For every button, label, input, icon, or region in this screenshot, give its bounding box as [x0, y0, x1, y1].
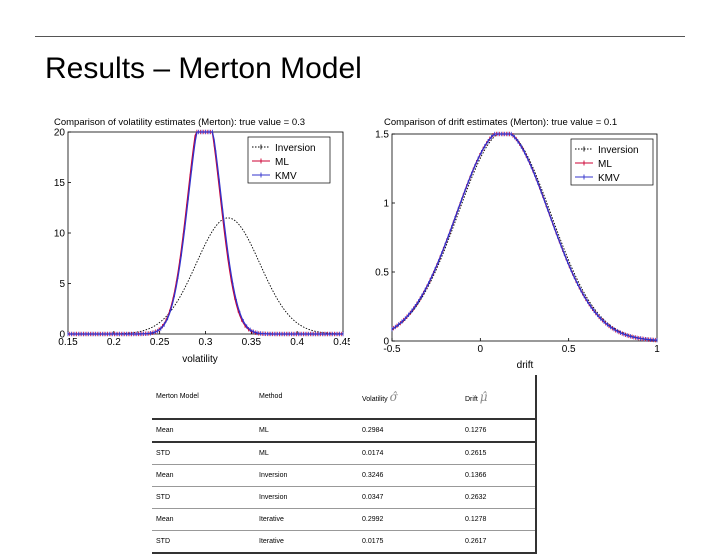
header-cell: Merton Model: [152, 375, 255, 420]
table-row: Mean ML 0.2984 0.1276: [152, 419, 536, 443]
volatility-chart: Comparison of volatility estimates (Mert…: [54, 117, 350, 365]
x-tick-label: 0.3: [199, 337, 213, 348]
chart-title: Comparison of volatility estimates (Mert…: [54, 117, 305, 128]
chart-legend: Inversion ML KMV: [247, 136, 331, 184]
plot-area: [391, 133, 658, 342]
table-row: Mean Inversion 0.3246 0.1366: [152, 464, 536, 487]
x-axis-label: drift: [517, 360, 534, 371]
drift-chart: Comparison of drift estimates (Merton): …: [375, 117, 660, 371]
chart-legend: Inversion ML KMV: [570, 138, 654, 186]
legend-label: ML: [598, 159, 612, 170]
series-line-inversion: [68, 217, 344, 335]
table-cell: STD: [152, 442, 255, 465]
header-cell-volatility: Volatility σ̂: [358, 375, 461, 420]
title-rule: [35, 36, 685, 37]
x-axis-label: volatility: [182, 354, 218, 365]
header-label: Volatility: [362, 395, 388, 403]
table-cell: Iterative: [255, 530, 358, 554]
table-cell: Mean: [152, 508, 255, 531]
table-cell: 0.0175: [358, 530, 461, 554]
table-cell: 0.2615: [461, 442, 536, 465]
table-cell: Iterative: [255, 508, 358, 531]
table-cell: Mean: [152, 464, 255, 487]
table-cell: Inversion: [255, 486, 358, 509]
series-markers-kmv: [391, 131, 658, 343]
legend-label: ML: [275, 157, 289, 168]
y-tick-label: 15: [54, 178, 66, 189]
x-tick-label: 0.35: [242, 337, 262, 348]
legend-label: Inversion: [598, 145, 639, 156]
results-table: Merton Model Method Volatility σ̂ Drift …: [152, 375, 537, 554]
x-tick-label: 0.4: [290, 337, 304, 348]
y-tick-label: 10: [54, 229, 66, 240]
header-cell-drift: Drift μ̂: [461, 375, 536, 420]
x-tick-label: -0.5: [383, 344, 401, 355]
table-cell: Inversion: [255, 464, 358, 487]
y-tick-label: 1.5: [375, 130, 389, 141]
table-cell: 0.1366: [461, 464, 536, 487]
table-cell: 0.0174: [358, 442, 461, 465]
table-row: STD Iterative 0.0175 0.2617: [152, 530, 536, 554]
x-tick-label: 0.45: [333, 337, 350, 348]
x-tick-label: 0.15: [58, 337, 78, 348]
slide-title: Results – Merton Model: [45, 52, 362, 85]
table-header-row: Merton Model Method Volatility σ̂ Drift …: [152, 375, 536, 420]
table-row: Mean Iterative 0.2992 0.1278: [152, 508, 536, 531]
table-row: STD ML 0.0174 0.2615: [152, 442, 536, 465]
series-line-inversion: [391, 133, 658, 341]
x-tick-label: 0.5: [562, 344, 576, 355]
table-cell: Mean: [152, 419, 255, 443]
y-tick-label: 0: [383, 337, 389, 348]
x-tick-label: 0.2: [107, 337, 121, 348]
x-tick-label: 0.25: [150, 337, 170, 348]
y-tick-label: 0: [59, 330, 65, 341]
header-cell: Method: [255, 375, 358, 420]
y-tick-label: 5: [59, 279, 65, 290]
y-tick-label: 1: [383, 199, 389, 210]
legend-label: Inversion: [275, 143, 316, 154]
table-cell: 0.2992: [358, 508, 461, 531]
table-cell: 0.1276: [461, 419, 536, 443]
legend-label: KMV: [275, 171, 297, 182]
table-cell: ML: [255, 419, 358, 443]
x-tick-label: 1: [654, 344, 660, 355]
legend-label: KMV: [598, 173, 620, 184]
table-cell: STD: [152, 486, 255, 509]
chart-title: Comparison of drift estimates (Merton): …: [384, 117, 617, 128]
table-cell: 0.2632: [461, 486, 536, 509]
mu-hat-symbol: μ̂: [479, 389, 488, 404]
table-row: STD Inversion 0.0347 0.2632: [152, 486, 536, 509]
table-cell: STD: [152, 530, 255, 554]
x-tick-label: 0: [478, 344, 484, 355]
table-cell: 0.1278: [461, 508, 536, 531]
series-markers-kmv: [67, 129, 344, 337]
table-cell: 0.2984: [358, 419, 461, 443]
table-cell: 0.0347: [358, 486, 461, 509]
table-cell: 0.3246: [358, 464, 461, 487]
y-tick-label: 0.5: [375, 268, 389, 279]
y-tick-label: 20: [54, 128, 66, 139]
sigma-hat-symbol: σ̂: [389, 389, 398, 404]
table-cell: 0.2617: [461, 530, 536, 554]
table-cell: ML: [255, 442, 358, 465]
header-label: Drift: [465, 395, 478, 403]
